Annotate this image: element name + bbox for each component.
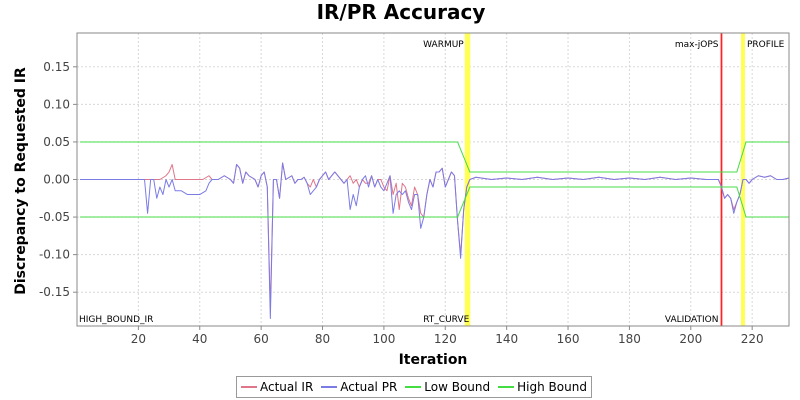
x-tick-label: 40 bbox=[192, 332, 207, 346]
x-tick-label: 200 bbox=[679, 332, 702, 346]
legend-item-actual-ir: Actual IR bbox=[241, 380, 313, 394]
x-tick-label: 140 bbox=[495, 332, 518, 346]
y-tick-label: 0.10 bbox=[43, 97, 70, 111]
legend-item-low-bound: Low Bound bbox=[405, 380, 490, 394]
legend: Actual IR Actual PR Low Bound High Bound bbox=[236, 376, 592, 398]
series-line-low-bound bbox=[80, 186, 789, 218]
chart-title: IR/PR Accuracy bbox=[317, 0, 486, 24]
x-tick-label: 100 bbox=[372, 332, 395, 346]
legend-swatch-actual-pr bbox=[321, 386, 338, 388]
legend-swatch-low-bound bbox=[405, 386, 422, 388]
x-tick-label: 20 bbox=[131, 332, 146, 346]
x-tick-label: 180 bbox=[618, 332, 641, 346]
marker-label: RT_CURVE bbox=[423, 315, 469, 325]
legend-label-actual-ir: Actual IR bbox=[260, 380, 314, 394]
legend-swatch-actual-ir bbox=[241, 386, 257, 388]
x-tick-label: 220 bbox=[741, 332, 764, 346]
y-tick-label: -0.15 bbox=[39, 285, 70, 299]
series-line-high-bound bbox=[80, 141, 789, 173]
y-axis-label: Discrepancy to Requested IR bbox=[13, 67, 29, 295]
y-tick-label: 0.00 bbox=[43, 173, 70, 187]
legend-label-high-bound: High Bound bbox=[517, 380, 587, 394]
marker-label: VALIDATION bbox=[665, 315, 719, 325]
x-tick-label: 80 bbox=[315, 332, 330, 346]
marker-label: PROFILE bbox=[747, 40, 785, 50]
x-tick-label: 120 bbox=[434, 332, 457, 346]
legend-item-high-bound: High Bound bbox=[498, 380, 587, 394]
x-tick-label: 160 bbox=[557, 332, 580, 346]
legend-item-actual-pr: Actual PR bbox=[321, 380, 397, 394]
series-line-actual-pr bbox=[80, 162, 790, 319]
legend-label-low-bound: Low Bound bbox=[424, 380, 491, 394]
legend-label-actual-pr: Actual PR bbox=[340, 380, 398, 394]
corner-label-high-bound-ir: HIGH_BOUND_IR bbox=[79, 315, 153, 325]
y-tick-label: -0.10 bbox=[39, 248, 70, 262]
x-tick-label: 60 bbox=[253, 332, 268, 346]
legend-swatch-high-bound bbox=[498, 386, 515, 388]
marker-label: max-jOPS bbox=[675, 40, 719, 50]
x-axis-label: Iteration bbox=[399, 352, 468, 368]
y-tick-label: 0.15 bbox=[43, 60, 70, 74]
y-tick-label: -0.05 bbox=[39, 210, 70, 224]
y-tick-label: 0.05 bbox=[43, 135, 70, 149]
marker-label: WARMUP bbox=[423, 40, 464, 50]
